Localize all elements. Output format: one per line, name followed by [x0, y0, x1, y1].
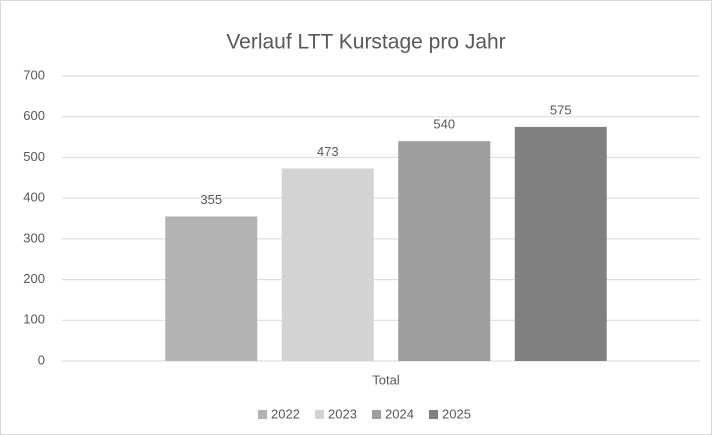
- x-tick-label: Total: [372, 372, 400, 387]
- y-tick-label: 0: [38, 352, 45, 367]
- legend-swatch: [372, 410, 381, 419]
- bar: [165, 216, 258, 361]
- legend-swatch: [429, 410, 438, 419]
- bar: [398, 141, 491, 361]
- legend-label: 2024: [385, 406, 414, 421]
- legend-label: 2022: [271, 406, 300, 421]
- data-label: 575: [550, 102, 572, 117]
- y-tick-label: 100: [23, 312, 45, 327]
- data-label: 540: [433, 117, 455, 132]
- y-tick-label: 600: [23, 108, 45, 123]
- bar: [514, 126, 607, 362]
- data-label: 473: [317, 144, 339, 159]
- legend-label: 2025: [442, 406, 471, 421]
- y-tick-label: 400: [23, 190, 45, 205]
- legend-swatch: [315, 410, 324, 419]
- data-label: 355: [200, 192, 222, 207]
- legend-label: 2023: [328, 406, 357, 421]
- y-tick-label: 300: [23, 230, 45, 245]
- bar: [281, 168, 374, 361]
- legend-swatch: [258, 410, 267, 419]
- y-tick-label: 200: [23, 271, 45, 286]
- y-tick-label: 700: [23, 67, 45, 82]
- y-tick-label: 500: [23, 149, 45, 164]
- chart-title: Verlauf LTT Kurstage pro Jahr: [226, 31, 505, 54]
